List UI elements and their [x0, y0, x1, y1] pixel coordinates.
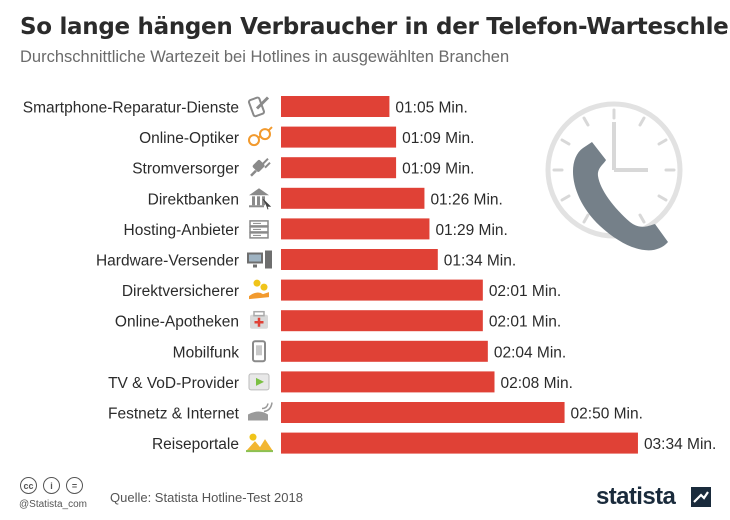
category-label: TV & VoD-Provider [108, 375, 239, 392]
category-label: Online-Optiker [139, 130, 239, 147]
bar [281, 371, 495, 393]
value-label: 03:34 Min. [644, 436, 716, 453]
bank-icon [249, 188, 272, 210]
chart-title: So lange hängen Verbraucher in der Telef… [20, 14, 730, 40]
no-derivatives-icon[interactable]: = [66, 477, 83, 494]
bar [281, 402, 565, 423]
bar [281, 432, 638, 454]
category-label: Smartphone-Reparatur-Dienste [23, 100, 239, 117]
category-label: Festnetz & Internet [108, 406, 240, 423]
category-label: Hosting-Anbieter [124, 222, 239, 239]
attribution-icon[interactable]: i [43, 477, 60, 494]
category-label: Direktbanken [148, 191, 239, 208]
category-label: Mobilfunk [173, 344, 240, 361]
cc-icon[interactable]: cc [20, 477, 37, 494]
value-label: 01:09 Min. [402, 130, 474, 147]
category-label: Reiseportale [152, 436, 239, 453]
bar [281, 157, 397, 179]
value-label: 02:04 Min. [494, 344, 566, 361]
category-label: Direktversicherer [122, 283, 239, 300]
computer-icon [247, 250, 272, 269]
bar [281, 340, 488, 362]
value-label: 01:05 Min. [395, 100, 467, 117]
bar [281, 249, 438, 270]
value-label: 02:08 Min. [501, 375, 573, 392]
bar [281, 187, 425, 209]
glasses-icon [248, 126, 273, 147]
statista-logo-mark [691, 487, 711, 507]
statista-logo[interactable]: statista [596, 483, 676, 510]
video-player-icon [248, 373, 270, 391]
insurance-hand-icon [249, 279, 269, 300]
clock-phone-icon [545, 101, 683, 251]
statista-handle[interactable]: @Statista_com [19, 499, 87, 510]
value-label: 01:29 Min. [435, 222, 507, 239]
bar [281, 218, 430, 240]
value-label: 01:09 Min. [402, 161, 474, 178]
phone-repair-icon [247, 96, 270, 118]
bar [281, 279, 483, 301]
smartphone-icon [252, 340, 266, 363]
bar [281, 310, 483, 332]
landline-phone-icon [248, 402, 273, 421]
bar [281, 96, 390, 117]
source-note: Quelle: Statista Hotline-Test 2018 [110, 490, 303, 505]
category-label: Stromversorger [132, 161, 239, 178]
value-label: 02:01 Min. [489, 314, 561, 331]
medicine-box-icon [250, 310, 268, 329]
category-label: Hardware-Versender [96, 253, 239, 270]
chart-subtitle: Durchschnittliche Wartezeit bei Hotlines… [20, 48, 510, 66]
value-label: 02:01 Min. [489, 283, 561, 300]
category-label: Online-Apotheken [115, 314, 239, 331]
value-label: 01:34 Min. [444, 253, 516, 270]
bar [281, 126, 397, 148]
server-icon [249, 220, 269, 239]
value-label: 01:26 Min. [430, 191, 502, 208]
power-plug-icon [250, 157, 271, 177]
landscape-icon [246, 433, 273, 453]
value-label: 02:50 Min. [571, 406, 643, 423]
